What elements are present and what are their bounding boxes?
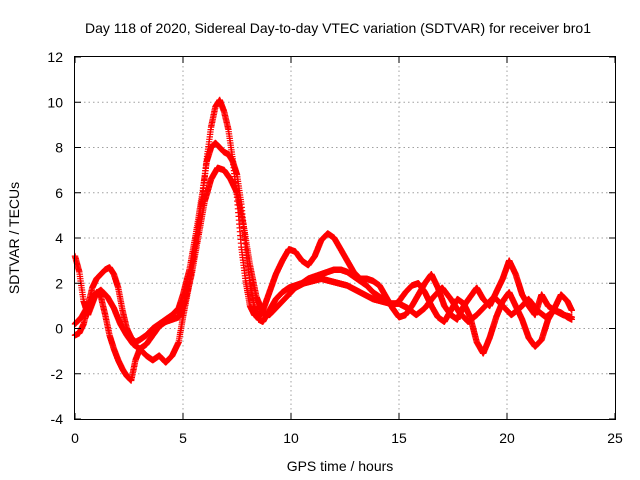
x-axis-label: GPS time / hours (287, 458, 394, 474)
x-tick-label: 20 (499, 430, 515, 446)
y-tick-label: 2 (55, 275, 63, 291)
x-tick-label: 15 (391, 430, 407, 446)
y-tick-label: 8 (55, 140, 63, 156)
y-tick-label: 12 (47, 49, 63, 65)
grid (75, 57, 615, 419)
y-axis-label: SDTVAR / TECUs (6, 182, 22, 294)
y-tick-label: 4 (55, 230, 63, 246)
chart-title: Day 118 of 2020, Sidereal Day-to-day VTE… (85, 20, 591, 36)
y-tick-label: -4 (51, 411, 64, 427)
y-tick-label: 10 (47, 94, 63, 110)
y-tick-label: -2 (51, 366, 64, 382)
x-tick-label: 10 (283, 430, 299, 446)
y-tick-label: 0 (55, 321, 63, 337)
plot-area (71, 96, 575, 384)
data-series-trace-b (71, 139, 575, 357)
tick-labels: 0 5 10 15 20 25 -4 -2 0 2 4 6 8 10 12 (47, 49, 623, 446)
x-tick-label: 25 (607, 430, 623, 446)
x-tick-label: 0 (71, 430, 79, 446)
x-tick-label: 5 (179, 430, 187, 446)
y-tick-label: 6 (55, 185, 63, 201)
